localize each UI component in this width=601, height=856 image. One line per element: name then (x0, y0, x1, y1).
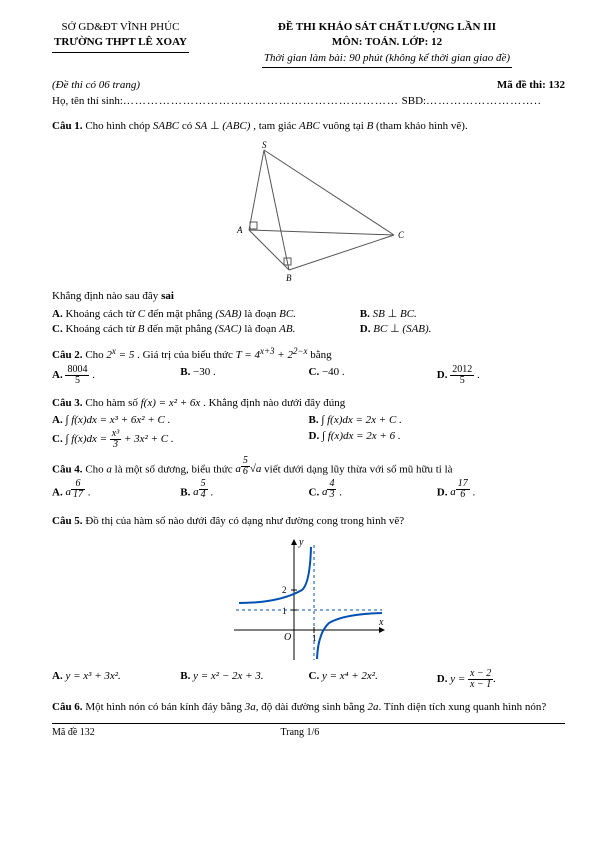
svg-text:A: A (236, 225, 243, 235)
q2-D: D. 20125 . (437, 365, 565, 386)
svg-text:1: 1 (282, 606, 287, 616)
svg-text:B: B (286, 273, 292, 283)
q2-B: B. −30 . (180, 365, 308, 386)
page-count: (Đề thi có 06 trang) (52, 78, 140, 93)
exam-meta: (Đề thi có 06 trang) Mã đề thi: 132 (52, 78, 565, 93)
figure-2: 2 1 1 O x y (52, 535, 565, 665)
header-row: SỞ GD&ĐT VĨNH PHÚC TRƯỜNG THPT LÊ XOAY Đ… (52, 20, 565, 68)
footer-left: Mã đề 132 (52, 726, 95, 740)
question-1: Câu 1. Cho hình chóp SABC có SA ⊥ (ABC) … (52, 119, 565, 134)
q4-D: D. a176 . (437, 483, 565, 504)
q2-C: C. −40 . (309, 365, 437, 386)
q1-B: B. SB ⊥ BC. (360, 307, 565, 322)
q4-answers: A. a617 . B. a54 . C. a43 . D. a176 . (52, 483, 565, 504)
q5-B: B. y = x² − 2x + 3. (180, 669, 308, 690)
q3-B: B. ∫ f(x)dx = 2x + C . (309, 413, 566, 428)
school-name: TRƯỜNG THPT LÊ XOAY (52, 35, 189, 52)
footer: Mã đề 132 Trang 1/6 (52, 723, 565, 740)
q1-tail: Khẳng định nào sau đây sai (52, 289, 565, 304)
student-line: Họ, tên thí sinh:……………………………………………………………… (52, 94, 565, 109)
svg-text:1: 1 (312, 633, 317, 643)
q1-num: Câu 1. (52, 120, 83, 132)
q3-C: C. ∫ f(x)dx = x³3 + 3x² + C . (52, 429, 309, 450)
name-label: Họ, tên thí sinh: (52, 95, 123, 107)
sbd-label: SBD: (402, 95, 426, 107)
q1-D: D. BC ⊥ (SAB). (360, 322, 565, 337)
q1-answers: A. Khoảng cách từ C đến mặt phẳng (SAB) … (52, 307, 565, 338)
q2-A: A. 80045 . (52, 365, 180, 386)
svg-text:S: S (262, 140, 267, 150)
q5-D: D. y = x − 2x − 1. (437, 669, 565, 690)
graph-svg: 2 1 1 O x y (224, 535, 394, 665)
question-2: Câu 2. Cho 2x = 5 . Giá trị của biểu thứ… (52, 348, 565, 363)
q2-answers: A. 80045 . B. −30 . C. −40 . D. 20125 . (52, 365, 565, 386)
q5-C: C. y = x⁴ + 2x². (309, 669, 437, 690)
dept-line: SỞ GD&ĐT VĨNH PHÚC (52, 20, 189, 35)
exam-code: Mã đề thi: 132 (497, 78, 565, 93)
q1-A: A. Khoảng cách từ C đến mặt phẳng (SAB) … (52, 307, 360, 322)
figure-1: S A B C (52, 140, 565, 285)
svg-text:C: C (398, 230, 405, 240)
q4-C: C. a43 . (309, 483, 437, 504)
footer-center: Trang 1/6 (280, 726, 319, 740)
q4-B: B. a54 . (180, 483, 308, 504)
q4-A: A. a617 . (52, 483, 180, 504)
exam-title: ĐỀ THI KHẢO SÁT CHẤT LƯỢNG LẦN III (209, 20, 565, 35)
exam-duration: Thời gian làm bài: 90 phút (không kể thờ… (262, 51, 512, 68)
question-3: Câu 3. Cho hàm số f(x) = x² + 6x . Khẳng… (52, 396, 565, 411)
q1-C: C. Khoảng cách từ B đến mặt phẳng (SAC) … (52, 322, 360, 337)
exam-subject: MÔN: TOÁN. LỚP: 12 (209, 35, 565, 50)
svg-text:2: 2 (282, 585, 287, 595)
q5-answers: A. y = x³ + 3x². B. y = x² − 2x + 3. C. … (52, 669, 565, 690)
svg-text:x: x (378, 617, 384, 628)
svg-text:O: O (284, 632, 291, 643)
question-4: Câu 4. Cho a là một số dương, biểu thức … (52, 460, 565, 481)
question-5: Câu 5. Đồ thị của hàm số nào dưới đây có… (52, 514, 565, 529)
q3-D: D. ∫ f(x)dx = 2x + 6 . (309, 429, 566, 450)
question-6: Câu 6. Một hình nón có bán kính đáy bằng… (52, 700, 565, 715)
pyramid-svg: S A B C (194, 140, 424, 285)
q5-A: A. y = x³ + 3x². (52, 669, 180, 690)
q3-A: A. ∫ f(x)dx = x³ + 6x² + C . (52, 413, 309, 428)
svg-text:y: y (298, 537, 304, 548)
q3-answers: A. ∫ f(x)dx = x³ + 6x² + C . B. ∫ f(x)dx… (52, 413, 565, 449)
